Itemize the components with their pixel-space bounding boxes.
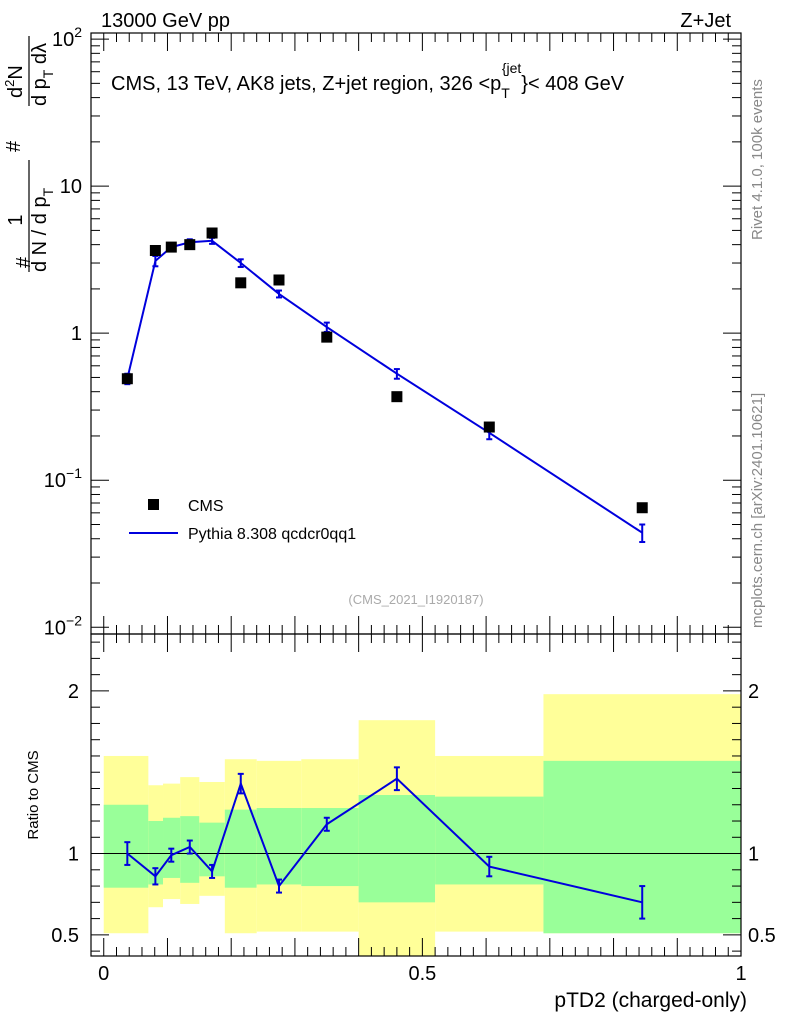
cms-point bbox=[184, 239, 196, 251]
cms-point bbox=[121, 373, 133, 385]
plot-title-sub: T bbox=[501, 85, 510, 101]
main-ytick-label-base: 10 bbox=[60, 176, 82, 198]
ratio-ytick-label-right: 0.5 bbox=[748, 925, 776, 947]
ratio-ytick-label-right: 2 bbox=[748, 681, 759, 703]
legend-pythia-label: Pythia 8.308 qcdcr0qq1 bbox=[188, 526, 356, 543]
ratio-ytick-label-left: 1 bbox=[68, 844, 79, 866]
ratio-band-inner-5 bbox=[224, 809, 257, 888]
cms-point bbox=[636, 502, 648, 514]
cms-point bbox=[149, 244, 161, 256]
main-mc-series bbox=[124, 236, 646, 544]
plot-title: CMS, 13 TeV, AK8 jets, Z+jet region, 326… bbox=[111, 60, 625, 101]
main-ytick-label-base: 10 bbox=[52, 29, 74, 51]
cms-point bbox=[483, 421, 495, 433]
ratio-uncertainty-bands bbox=[103, 694, 741, 956]
header-left: 13000 GeV pp bbox=[101, 10, 230, 32]
main-ytick-label-exp: 2 bbox=[74, 24, 82, 40]
ratio-ytick-label-right: 1 bbox=[748, 844, 759, 866]
plot-title-sup: {jet bbox=[502, 60, 522, 76]
ratio-xtick-label: 1 bbox=[735, 963, 746, 985]
ratio-plot-frame bbox=[90, 633, 742, 957]
cms-point bbox=[391, 391, 403, 403]
ratio-mc-series bbox=[124, 766, 646, 920]
ratio-axis-ticks bbox=[91, 634, 742, 956]
main-ytick-label-exp: −1 bbox=[66, 465, 82, 481]
main-cms-series bbox=[121, 227, 648, 514]
mcplots-label: mcplots.cern.ch [arXiv:2401.10621] bbox=[749, 393, 766, 628]
plot-title-prefix: CMS, 13 TeV, AK8 jets, Z+jet region, 326… bbox=[111, 73, 501, 95]
mc-line bbox=[126, 239, 643, 534]
cms-point bbox=[321, 331, 333, 343]
ylabel-num-one: 1 bbox=[5, 214, 27, 225]
main-ytick-label-exp: −2 bbox=[66, 612, 82, 628]
cms-point bbox=[273, 274, 285, 286]
ratio-xtick-label: 0.5 bbox=[408, 963, 436, 985]
cms-point bbox=[165, 241, 177, 253]
main-ytick-label: 102 bbox=[52, 24, 82, 51]
ratio-y-axis-label: Ratio to CMS bbox=[25, 750, 42, 839]
ratio-ytick-label-left: 2 bbox=[68, 681, 79, 703]
ylabel-den: d N / d pT bbox=[29, 187, 56, 272]
main-plot-frame bbox=[90, 32, 742, 635]
legend: CMS Pythia 8.308 qcdcr0qq1 bbox=[129, 498, 356, 543]
main-ytick-label: 1 bbox=[71, 323, 82, 345]
main-ytick-label: 10 bbox=[60, 176, 82, 198]
ratio-tick-labels: 0.5 0.51 12 20 0.5 1 bbox=[51, 681, 776, 985]
main-axis-ticks bbox=[91, 33, 742, 634]
main-ytick-label-base: 10 bbox=[44, 617, 66, 639]
ylabel-right-num: d2N bbox=[2, 65, 27, 98]
ratio-ytick-label-left: 0.5 bbox=[51, 925, 79, 947]
legend-cms-marker bbox=[148, 499, 159, 510]
ratio-band-inner-1 bbox=[148, 821, 164, 885]
rivet-version-label: Rivet 4.1.0, 100k events bbox=[749, 79, 766, 240]
main-ytick-label-base: 1 bbox=[71, 323, 82, 345]
cms-point bbox=[235, 277, 247, 289]
main-ytick-label: 10−1 bbox=[44, 465, 82, 492]
cms-point bbox=[206, 227, 218, 239]
ylabel-right-hash: # bbox=[3, 140, 25, 152]
ratio-band-inner-7 bbox=[301, 808, 359, 887]
ratio-band-inner-8 bbox=[358, 795, 436, 903]
header-right: Z+Jet bbox=[680, 10, 731, 32]
legend-cms-label: CMS bbox=[188, 498, 224, 515]
analysis-watermark: (CMS_2021_I1920187) bbox=[348, 592, 483, 607]
ylabel-right-den: d pT dλ bbox=[29, 43, 56, 106]
x-axis-label: pTD2 (charged-only) bbox=[554, 989, 747, 1012]
plot-title-close: }< 408 GeV bbox=[521, 73, 625, 95]
ratio-xtick-label: 0 bbox=[98, 963, 109, 985]
main-y-axis-label: # 1 d N / d pT # d2N d pT dλ bbox=[2, 36, 56, 272]
ratio-band-inner-0 bbox=[103, 804, 149, 888]
main-ytick-label-base: 10 bbox=[44, 470, 66, 492]
main-ytick-label: 10−2 bbox=[44, 612, 82, 639]
